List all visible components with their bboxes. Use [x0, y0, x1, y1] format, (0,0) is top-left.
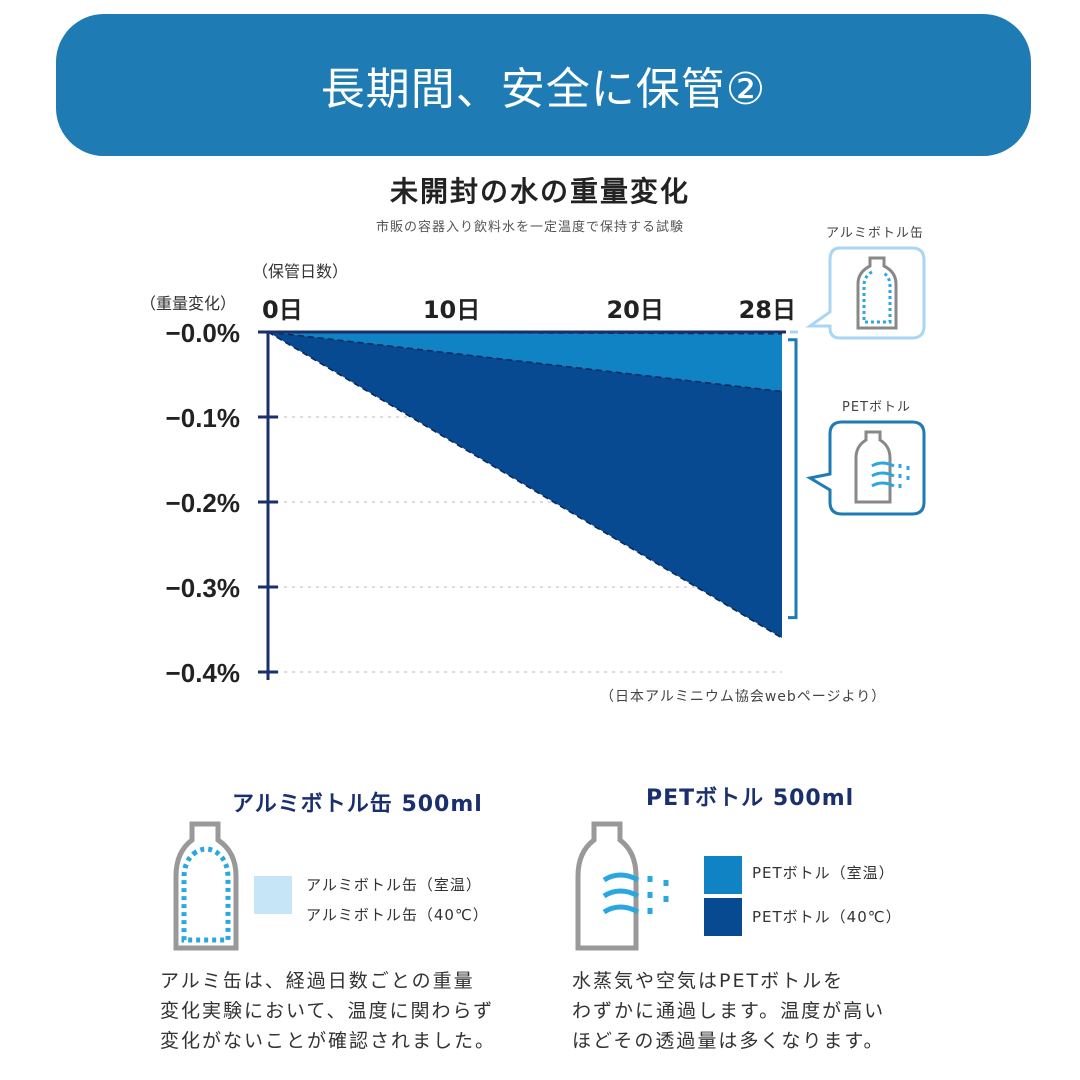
weight-change-chart: −0.0% −0.1% −0.2% −0.3% −0.4% 0日 10日 20日 28日	[166, 296, 798, 688]
x-axis-label: （保管日数）	[252, 262, 349, 281]
legend-aluminum-swatch	[254, 876, 292, 914]
callout-aluminum	[805, 246, 926, 340]
legend-pet-40: PETボトル（40℃）	[752, 908, 902, 926]
aluminum-bottle-large-icon	[173, 821, 239, 951]
pet-description: 水蒸気や空気はPETボトルを わずかに通過します。温度が高い ほどその透過量は多…	[572, 970, 886, 1052]
x-tick-label: 10日	[423, 296, 480, 324]
callout-pet-label: PETボトル	[842, 400, 911, 415]
banner-title: 長期間、安全に保管②	[320, 64, 767, 115]
legend-pet-room: PETボトル（室温）	[752, 864, 895, 882]
legend-aluminum-40: アルミボトル缶（40℃）	[306, 906, 489, 924]
x-tick-label: 0日	[262, 296, 303, 324]
chart-source: （日本アルミニウム協会webページより）	[600, 689, 887, 705]
y-tick-label: −0.3%	[166, 573, 240, 603]
chart-title: 未開封の水の重量変化	[389, 175, 690, 208]
series-area	[268, 332, 782, 638]
x-tick-label: 28日	[739, 296, 796, 324]
series-line	[267, 331, 783, 393]
legend-aluminum-title: アルミボトル缶 500ml	[232, 792, 483, 817]
aluminum-description: アルミ缶は、経過日数ごとの重量 変化実験において、温度に関わらず 変化がないこと…	[160, 970, 497, 1052]
legend-pet-room-swatch	[704, 856, 742, 894]
callout-aluminum-label: アルミボトル缶	[826, 226, 924, 241]
y-axis-label: （重量変化）	[140, 294, 237, 313]
legend-aluminum-room: アルミボトル缶（室温）	[306, 876, 482, 894]
pet-bottle-icon	[854, 430, 910, 504]
legend-pet-title: PETボトル 500ml	[646, 786, 855, 811]
y-tick-label: −0.1%	[166, 403, 240, 433]
pet-range-bracket	[788, 338, 798, 620]
x-tick-label: 20日	[606, 296, 663, 324]
aluminum-bottle-icon	[856, 256, 898, 330]
y-tick-label: −0.0%	[166, 318, 240, 348]
pet-bottle-large-icon	[575, 821, 669, 951]
series-area	[268, 332, 782, 392]
callout-pet	[805, 420, 926, 516]
chart-subtitle: 市販の容器入り飲料水を一定温度で保持する試験	[375, 220, 684, 235]
legend-pet-40-swatch	[704, 898, 742, 936]
y-tick-label: −0.4%	[166, 658, 240, 688]
header-banner: 長期間、安全に保管②	[56, 14, 1031, 156]
y-tick-label: −0.2%	[166, 488, 240, 518]
